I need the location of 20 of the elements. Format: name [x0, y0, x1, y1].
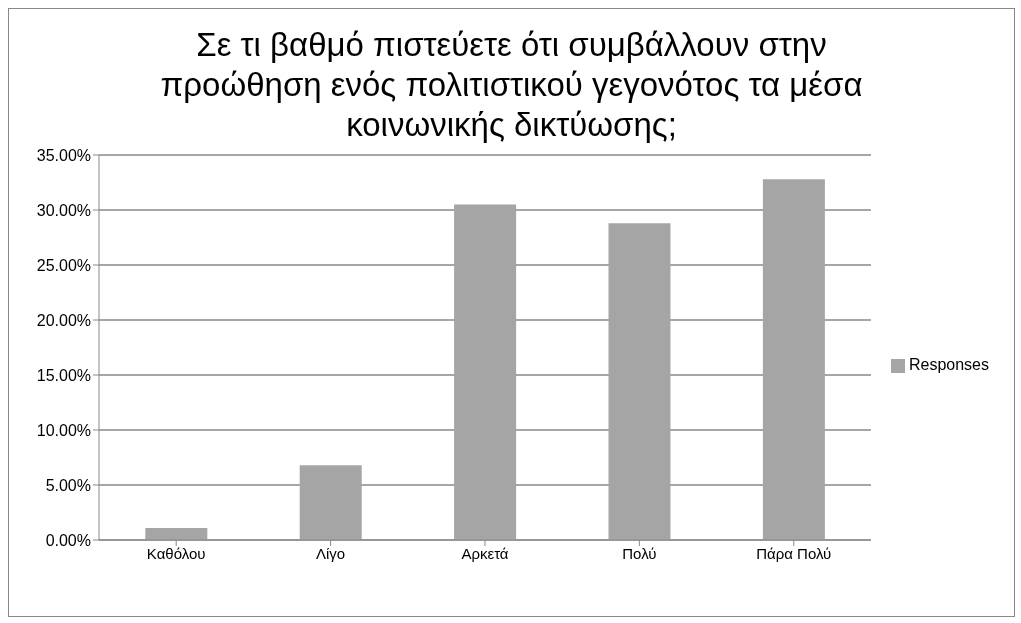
chart-title: Σε τι βαθμό πιστεύετε ότι συμβάλλουν στην προώθηση ενός πολιτιστικού γεγονότος τα μέσα κοινωνικής δικτύωσης;: [159, 25, 864, 145]
x-tick-label: Πολύ: [622, 544, 657, 562]
legend-label: Responses: [908, 356, 989, 373]
y-tick-label: 30.00%: [36, 201, 91, 219]
y-tick-label: 20.00%: [36, 311, 91, 329]
y-tick-label: 35.00%: [36, 146, 91, 164]
x-tick-label: Λίγο: [315, 544, 346, 562]
y-tick-label: 0.00%: [45, 531, 91, 549]
y-tick-label: 15.00%: [36, 366, 91, 384]
bar: [454, 204, 517, 540]
x-tick-label: Καθόλου: [146, 544, 206, 562]
x-tick-label: Πάρα Πολύ: [756, 544, 832, 562]
bar: [299, 465, 362, 540]
x-tick-label: Αρκετά: [461, 544, 509, 562]
bar: [145, 527, 208, 540]
bar: [608, 223, 671, 540]
bar: [762, 179, 825, 540]
y-tick-label: 25.00%: [36, 256, 91, 274]
y-tick-label: 10.00%: [36, 421, 91, 439]
y-tick-label: 5.00%: [45, 476, 91, 494]
